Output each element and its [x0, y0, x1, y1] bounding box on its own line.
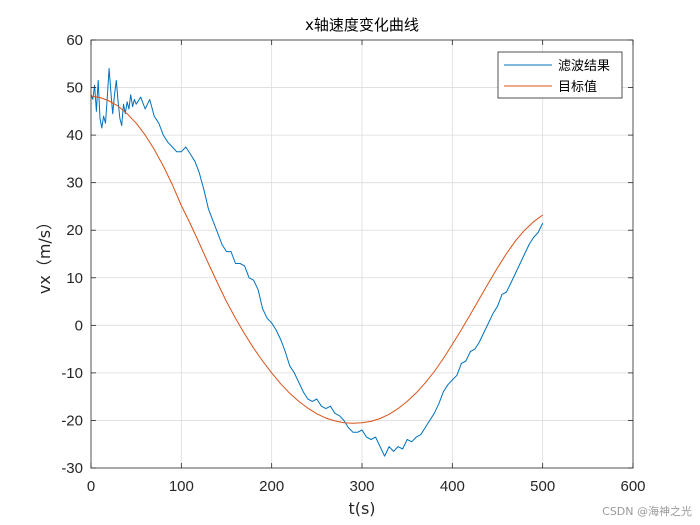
y-tick-label: 10 — [66, 270, 83, 287]
x-tick-label: 100 — [169, 478, 194, 495]
y-tick-label: 0 — [75, 317, 83, 334]
ticks: 0 100 200 300 400 500 600 -30 -20 -10 0 10 20 30 40 50 6… — [61, 32, 645, 495]
y-tick-label: -30 — [61, 460, 83, 477]
x-tick-label: 300 — [349, 478, 374, 495]
grid — [91, 40, 633, 468]
legend: 滤波结果 目标值 — [497, 51, 623, 99]
y-tick-label: -20 — [61, 412, 83, 429]
series-layer — [90, 68, 544, 457]
y-tick-label: -10 — [61, 365, 83, 382]
x-tick-label: 500 — [530, 478, 555, 495]
y-tick-label: 40 — [66, 127, 83, 144]
x-tick-label: 600 — [620, 478, 645, 495]
legend-label-target: 目标值 — [558, 79, 597, 95]
series-line-filtered — [90, 68, 544, 457]
x-tick-label: 0 — [87, 478, 95, 495]
chart-title: x轴速度变化曲线 — [305, 16, 419, 34]
legend-box — [497, 51, 623, 99]
y-tick-label: 60 — [66, 32, 83, 49]
legend-label-filtered: 滤波结果 — [558, 59, 610, 74]
watermark: CSDN @海神之光 — [602, 505, 692, 518]
y-tick-label: 50 — [66, 80, 83, 97]
y-tick-label: 30 — [66, 175, 83, 192]
y-axis-label: vx（m/s） — [35, 214, 54, 294]
y-tick-label: 20 — [66, 222, 83, 239]
x-tick-label: 200 — [259, 478, 284, 495]
series-line-target — [90, 95, 543, 424]
x-axis-label: t(s) — [348, 499, 375, 518]
x-tick-label: 400 — [440, 478, 465, 495]
